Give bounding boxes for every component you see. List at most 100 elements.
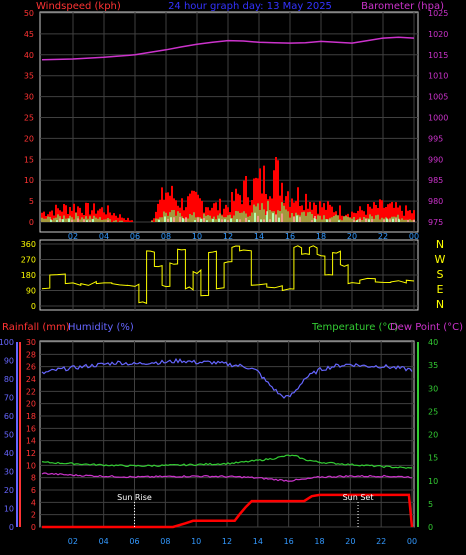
time-tick-label: 12 <box>222 537 232 546</box>
rainfall-tick-label: 6 <box>31 486 36 495</box>
rainfall-tick-label: 22 <box>26 387 36 396</box>
rainfall-tick-label: 0 <box>31 523 36 532</box>
humidity-tick-label: 60 <box>4 412 14 421</box>
time-tick-label: 00 <box>409 232 419 241</box>
barometer-tick-label: 1000 <box>428 114 448 123</box>
temperature-axis-title: Temperature (°C) <box>311 322 398 333</box>
humidity-tick-label: 70 <box>4 394 14 403</box>
dewpoint-axis-title: Dew Point (°C) <box>390 322 463 333</box>
panel1-frame <box>39 11 419 233</box>
humidity-tick-label: 50 <box>4 431 14 440</box>
time-tick-label: 20 <box>345 537 355 546</box>
temperature-tick-label: 25 <box>428 407 438 416</box>
temperature-tick-label: 20 <box>428 431 438 440</box>
temperature-tick-label: 10 <box>428 477 438 486</box>
time-tick-label: 10 <box>191 537 201 546</box>
barometer-axis-title: Barometer (hpa) <box>361 1 444 12</box>
compass-tick-label: N <box>436 238 444 251</box>
humidity-tick-label: 0 <box>9 523 14 532</box>
time-tick-label: 08 <box>160 537 170 546</box>
rainfall-tick-label: 2 <box>31 511 36 520</box>
barometer-tick-label: 1015 <box>428 51 448 60</box>
barometer-tick-label: 980 <box>428 197 443 206</box>
rainfall-tick-label: 24 <box>26 375 36 384</box>
humidity-tick-label: 90 <box>4 357 14 366</box>
rainfall-tick-label: 16 <box>26 424 36 433</box>
time-tick-label: 14 <box>254 232 264 241</box>
temperature-series <box>41 454 412 469</box>
rainfall-tick-label: 4 <box>31 498 36 507</box>
barometer-tick-label: 995 <box>428 134 443 143</box>
barometer-tick-label: 975 <box>428 218 443 227</box>
barometer-tick-label: 985 <box>428 176 443 185</box>
wind-speed-series <box>50 211 415 222</box>
windspeed-tick-label: 15 <box>24 155 34 164</box>
humidity-tick-label: 30 <box>4 468 14 477</box>
rainfall-tick-label: 26 <box>26 363 36 372</box>
compass-tick-label: N <box>436 298 444 311</box>
rainfall-tick-label: 28 <box>26 350 36 359</box>
rainfall-tick-label: 12 <box>26 449 36 458</box>
windspeed-tick-label: 10 <box>24 176 34 185</box>
sun-annotation-label: Sun Set <box>343 493 374 502</box>
barometer-tick-label: 1025 <box>428 9 448 18</box>
windspeed-tick-label: 50 <box>24 9 34 18</box>
wind-direction-series <box>41 245 415 305</box>
sun-annotation-label: Sun Rise <box>117 493 152 502</box>
humidity-series <box>41 357 413 399</box>
time-tick-label: 04 <box>99 537 109 546</box>
rainfall-tick-label: 30 <box>26 338 36 347</box>
compass-tick-label: S <box>437 268 444 281</box>
direction-tick-label: 180 <box>21 271 36 280</box>
humidity-tick-label: 20 <box>4 486 14 495</box>
panel3-time-tick-labels: 02 04 06 08 10 12 14 16 18 20 22 00 <box>68 537 417 546</box>
temperature-tick-label: 30 <box>428 384 438 393</box>
panel2-series <box>41 245 415 305</box>
rainfall-tick-label: 8 <box>31 474 36 483</box>
panel3-series <box>41 357 414 529</box>
rainfall-tick-label: 10 <box>26 461 36 470</box>
compass-tick-label: E <box>437 283 444 296</box>
windspeed-tick-label: 0 <box>29 218 34 227</box>
time-tick-label: 06 <box>130 232 140 241</box>
graph-title: 24 hour graph day: 13 May 2025 <box>168 1 332 12</box>
time-tick-label: 18 <box>316 232 326 241</box>
time-tick-label: 04 <box>99 232 109 241</box>
humidity-tick-label: 80 <box>4 375 14 384</box>
time-tick-label: 16 <box>285 232 295 241</box>
time-tick-label: 16 <box>284 537 294 546</box>
panel1-time-tick-labels: 02 04 06 08 10 12 14 16 18 20 22 00 <box>68 232 419 241</box>
time-tick-label: 10 <box>192 232 202 241</box>
barometer-tick-label: 1020 <box>428 30 448 39</box>
panel2-grid <box>40 240 418 310</box>
time-tick-label: 22 <box>376 537 386 546</box>
panel1-series <box>41 36 415 222</box>
barometer-tick-label: 1010 <box>428 72 448 81</box>
windspeed-tick-label: 20 <box>24 134 34 143</box>
dewpoint-series <box>41 472 413 482</box>
rainfall-tick-label: 18 <box>26 412 36 421</box>
temperature-tick-label: 15 <box>428 454 438 463</box>
barometer-tick-labels: 975 980 985 990 995 1000 1005 1010 1015 1020 1025 <box>428 9 448 227</box>
time-tick-label: 02 <box>68 537 78 546</box>
direction-degree-tick-labels: 0 90 180 270 360 <box>21 240 36 311</box>
time-tick-label: 20 <box>347 232 357 241</box>
windspeed-tick-label: 45 <box>24 30 34 39</box>
compass-tick-label: W <box>435 253 446 266</box>
windspeed-tick-label: 5 <box>29 197 34 206</box>
rainfall-tick-label: 20 <box>26 400 36 409</box>
windspeed-tick-label: 35 <box>24 72 34 81</box>
windspeed-tick-label: 40 <box>24 51 34 60</box>
time-tick-label: 02 <box>68 232 78 241</box>
time-tick-label: 22 <box>378 232 388 241</box>
temperature-tick-labels: 0 5 10 15 20 25 30 35 40 <box>417 338 438 532</box>
windspeed-tick-labels: 0 5 10 15 20 25 30 35 40 45 50 <box>24 9 34 227</box>
time-tick-label: 12 <box>223 232 233 241</box>
temperature-tick-label: 0 <box>428 523 433 532</box>
time-tick-label: 14 <box>253 537 263 546</box>
